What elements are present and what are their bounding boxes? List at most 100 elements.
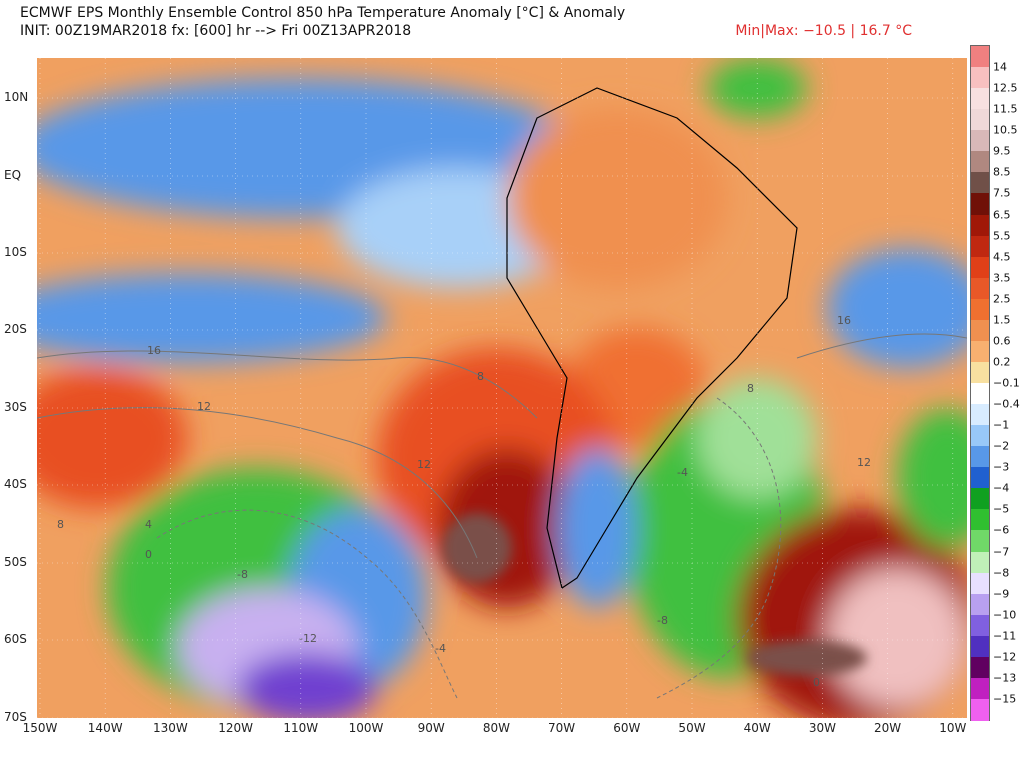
colorbar-label: −9 xyxy=(993,587,1010,601)
lon-label: 10W xyxy=(939,721,967,735)
colorbar-bin xyxy=(971,656,989,679)
lon-label: 80W xyxy=(482,721,510,735)
lon-label: 90W xyxy=(417,721,445,735)
colorbar-bin xyxy=(971,404,989,426)
colorbar-label: 3.5 xyxy=(993,271,1011,285)
colorbar-bin xyxy=(971,277,989,300)
lat-label: 50S xyxy=(4,555,27,569)
contour-label: 0 xyxy=(145,548,152,561)
colorbar-bin xyxy=(971,467,989,489)
colorbar-label: 8.5 xyxy=(993,165,1011,179)
contour-16 xyxy=(37,350,538,419)
warm-land-north xyxy=(507,108,727,288)
lon-label: 50W xyxy=(678,721,706,735)
lon-label: 60W xyxy=(613,721,641,735)
colorbar-label: −7 xyxy=(993,545,1010,558)
colorbar-bin xyxy=(971,172,989,194)
lat-label: 60S xyxy=(4,632,27,646)
colorbar-bin xyxy=(971,383,989,405)
colorbar-label: −11 xyxy=(993,629,1017,643)
warm-west xyxy=(37,368,187,508)
colorbar-bin xyxy=(971,635,989,658)
colorbar-bin xyxy=(971,193,989,215)
colorbar-label: 9.5 xyxy=(993,144,1011,158)
colorbar-label: −4 xyxy=(993,481,1010,495)
init-info: INIT: 00Z19MAR2018 fx: [600] hr --> Fri … xyxy=(20,23,412,39)
contour-label: -8 xyxy=(657,614,668,627)
lon-label: 110W xyxy=(283,721,319,735)
colorbar-bin xyxy=(971,509,989,531)
colorbar-label: 12.5 xyxy=(993,81,1018,95)
colorbar-label: −1 xyxy=(993,418,1010,432)
contour-label: 16 xyxy=(837,314,851,327)
colorbar-label: 7.5 xyxy=(993,186,1011,200)
colorbar-bin xyxy=(971,340,989,363)
lon-label: 120W xyxy=(218,721,253,735)
colorbar-label: −6 xyxy=(993,523,1010,537)
colorbar-bin xyxy=(971,298,989,321)
contour-label: 16 xyxy=(147,344,161,357)
colorbar-bin xyxy=(971,151,989,173)
contour-label: -4 xyxy=(677,466,688,479)
contour-label: 12 xyxy=(197,400,211,413)
lon-label: 40W xyxy=(743,721,771,735)
colorbar-bin xyxy=(971,67,989,89)
colorbar-bin xyxy=(971,446,989,468)
contour-label: 8 xyxy=(477,370,484,383)
colorbar-label: −0.4 xyxy=(993,397,1020,411)
east-blue xyxy=(827,248,967,368)
colorbar-bin xyxy=(971,88,989,110)
graticule xyxy=(37,58,967,718)
colorbar-label: 1.5 xyxy=(993,313,1011,327)
contour-neg xyxy=(156,509,458,699)
colorbar-bin xyxy=(971,256,989,279)
lat-label: 70S xyxy=(4,710,27,724)
colorbar-bin xyxy=(971,235,989,258)
colorbar-bin xyxy=(971,572,989,595)
lat-label: 40S xyxy=(4,477,27,491)
map-canvas: 16 12 -8 -12 4 0 -4 8 12 16 0 -8 -4 8 12… xyxy=(37,58,967,718)
colorbar-bin xyxy=(971,488,989,510)
lon-label: 100W xyxy=(348,721,384,735)
colorbar-bin xyxy=(971,130,989,152)
colorbar-label: 0.6 xyxy=(993,334,1011,348)
contour-label: -12 xyxy=(299,632,317,645)
colorbar-bin xyxy=(971,109,989,131)
colorbar-bin xyxy=(971,530,989,552)
lat-label: 10N xyxy=(4,90,29,104)
lon-label: 30W xyxy=(808,721,836,735)
lat-label: 30S xyxy=(4,400,27,414)
colorbar-label: 2.5 xyxy=(993,292,1011,306)
lon-label: 70W xyxy=(548,721,576,735)
pink-core xyxy=(827,568,967,708)
cold-pool-purple xyxy=(237,653,377,718)
contour-label: 8 xyxy=(747,382,754,395)
lon-label: 150W xyxy=(22,721,58,735)
contour-east xyxy=(796,333,967,359)
contour-12 xyxy=(37,407,478,559)
colorbar-label: −5 xyxy=(993,502,1010,516)
lon-label: 20W xyxy=(874,721,902,735)
min-max-readout: Min|Max: −10.5 | 16.7 °C xyxy=(735,23,912,39)
colorbar-label: −2 xyxy=(993,439,1010,453)
extreme-patch-2 xyxy=(747,640,867,676)
colorbar-label: −8 xyxy=(993,566,1010,580)
lon-label: 140W xyxy=(87,721,123,735)
colorbar-bin xyxy=(971,46,989,68)
colorbar xyxy=(970,45,990,721)
colorbar-label: −15 xyxy=(993,692,1017,706)
colorbar-bin xyxy=(971,214,989,237)
colorbar-label: −10 xyxy=(993,608,1017,622)
colorbar-label: 5.5 xyxy=(993,229,1011,243)
lat-label: EQ xyxy=(4,168,22,182)
contour-label: 12 xyxy=(857,456,871,469)
colorbar-label: −0.1 xyxy=(993,376,1020,390)
extreme-patch-1 xyxy=(442,513,512,583)
lon-label: 130W xyxy=(153,721,188,735)
colorbar-label: −12 xyxy=(993,650,1017,664)
contour-label: 0 xyxy=(813,676,820,689)
colorbar-label: −3 xyxy=(993,460,1010,474)
colorbar-bin xyxy=(971,425,989,447)
colorbar-label: 10.5 xyxy=(993,123,1018,137)
colorbar-label: −13 xyxy=(993,671,1017,685)
